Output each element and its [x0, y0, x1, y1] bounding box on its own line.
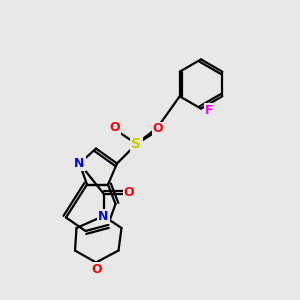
Text: O: O	[109, 121, 120, 134]
Text: O: O	[153, 122, 164, 136]
Text: N: N	[74, 157, 85, 170]
Text: F: F	[205, 103, 214, 117]
Text: N: N	[98, 209, 109, 223]
Text: O: O	[124, 185, 134, 199]
Text: O: O	[91, 262, 102, 276]
Text: S: S	[131, 137, 142, 151]
